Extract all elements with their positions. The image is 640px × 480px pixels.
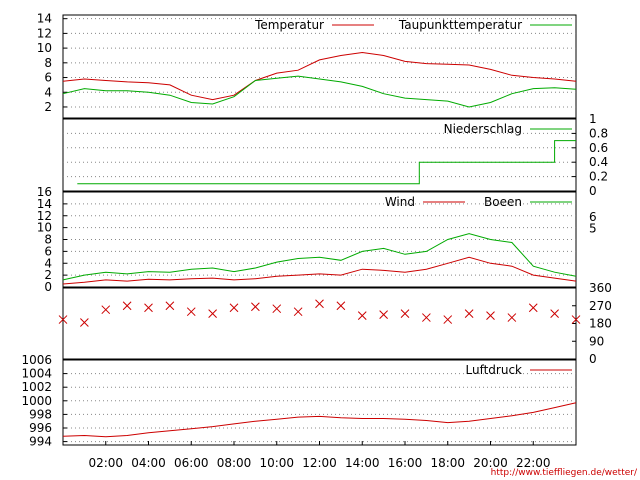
panel-5-series-1-line (62, 402, 577, 438)
panel-3-right-tick: 5 (589, 222, 597, 236)
x-tick-label: 08:00 (217, 456, 252, 470)
wind-direction-marker (58, 315, 68, 324)
x-tick-label: 02:00 (88, 456, 123, 470)
panel-5-y-tick: 998 (29, 407, 52, 421)
wind-direction-marker (571, 315, 581, 324)
panel-3-y-tick: 2 (44, 268, 52, 282)
panel-1-series-1-line (62, 51, 577, 101)
x-tick-label: 14:00 (345, 456, 380, 470)
panel-1-y-tick: 8 (44, 56, 52, 70)
wind-direction-marker (101, 305, 111, 315)
wind-direction-marker (186, 307, 196, 317)
panel-3-y-tick: 14 (37, 197, 52, 211)
panel-3-legend-label: Boeen (484, 195, 522, 209)
wind-direction-marker (272, 304, 282, 314)
panel-3-y-tick: 10 (37, 221, 52, 235)
wind-direction-marker (528, 303, 538, 313)
panel-3-y-tick: 4 (44, 256, 52, 270)
panel-2-y-tick: 0 (589, 184, 597, 198)
panel-1-y-tick: 10 (37, 41, 52, 55)
panel-1-y-tick: 12 (37, 26, 52, 40)
panel-5-legend-label: Luftdruck (465, 363, 522, 377)
panel-3-y-tick: 16 (37, 185, 52, 199)
panel-5-y-tick: 994 (29, 435, 52, 449)
wind-direction-marker (464, 309, 474, 318)
panel-3-right-tick: 6 (589, 210, 597, 224)
panel-2-y-tick: 0.8 (589, 126, 608, 140)
panel-2-frame (62, 118, 577, 192)
wind-direction-marker (507, 313, 517, 322)
wind-direction-marker (229, 303, 239, 313)
x-tick-label: 18:00 (430, 456, 465, 470)
panel-3-series-1-line (62, 256, 577, 285)
panel-1-legend-label: Temperatur (254, 18, 324, 32)
wind-direction-marker (208, 309, 217, 318)
panel-1-frame (62, 14, 577, 119)
x-tick-label: 10:00 (259, 456, 294, 470)
wind-direction-marker (165, 301, 175, 311)
panel-1-y-tick: 2 (44, 100, 52, 114)
wind-direction-marker (315, 299, 324, 309)
panel-2-y-tick: 0.2 (589, 170, 608, 184)
panel-5-y-tick: 1000 (21, 394, 52, 408)
wind-direction-marker (80, 318, 89, 327)
panel-2-series-1-line (77, 140, 576, 185)
panel-3-series-2-line (62, 233, 577, 281)
wind-direction-marker (251, 302, 260, 312)
wind-direction-marker (293, 307, 303, 317)
panel-5-y-tick: 1002 (21, 380, 52, 394)
wind-direction-marker (144, 303, 153, 313)
panel-3-y-tick: 6 (44, 244, 52, 258)
panel-3-y-tick: 0 (44, 280, 52, 294)
wind-direction-marker (379, 310, 388, 319)
panel-2-legend-label: Niederschlag (444, 122, 522, 136)
panel-5-y-tick: 1006 (21, 353, 52, 367)
panel-1-legend-label: Taupunkttemperatur (398, 18, 522, 32)
x-tick-label: 16:00 (388, 456, 423, 470)
panel-2-y-tick: 0.4 (589, 155, 608, 169)
source-url: http://www.tiefflie­gen.de/wetter/ (491, 468, 638, 478)
panel-1-y-tick: 4 (44, 85, 52, 99)
panel-5-y-tick: 1004 (21, 367, 52, 381)
wind-direction-marker (400, 309, 410, 318)
wind-direction-marker (336, 301, 346, 311)
panel-1-series-2-line (62, 75, 577, 108)
panel-4-y-tick: 180 (589, 317, 612, 331)
wind-direction-marker (550, 309, 559, 318)
panel-4-y-tick: 360 (589, 281, 612, 295)
panel-4-y-tick: 270 (589, 299, 612, 313)
panel-4-frame (62, 287, 577, 360)
panel-1-y-tick: 6 (44, 71, 52, 85)
panel-4-y-tick: 0 (589, 352, 597, 366)
panel-4-y-tick: 90 (589, 334, 604, 348)
x-tick-label: 22:00 (516, 456, 551, 470)
wind-direction-marker (443, 315, 453, 324)
x-tick-label: 06:00 (174, 456, 209, 470)
panel-2-y-tick: 0.6 (589, 141, 608, 155)
wind-direction-marker (357, 311, 367, 320)
panel-3-legend-label: Wind (385, 195, 415, 209)
x-tick-label: 04:00 (131, 456, 166, 470)
panel-5-y-tick: 996 (29, 421, 52, 435)
wind-direction-marker (486, 311, 495, 320)
panel-2-y-tick: 1 (589, 112, 597, 126)
panel-1-y-tick: 14 (37, 12, 52, 26)
wind-direction-marker (422, 313, 431, 322)
panel-3-y-tick: 12 (37, 209, 52, 223)
x-tick-label: 12:00 (302, 456, 337, 470)
panel-3-y-tick: 8 (44, 233, 52, 247)
x-tick-label: 20:00 (473, 456, 508, 470)
wind-direction-marker (122, 301, 132, 311)
